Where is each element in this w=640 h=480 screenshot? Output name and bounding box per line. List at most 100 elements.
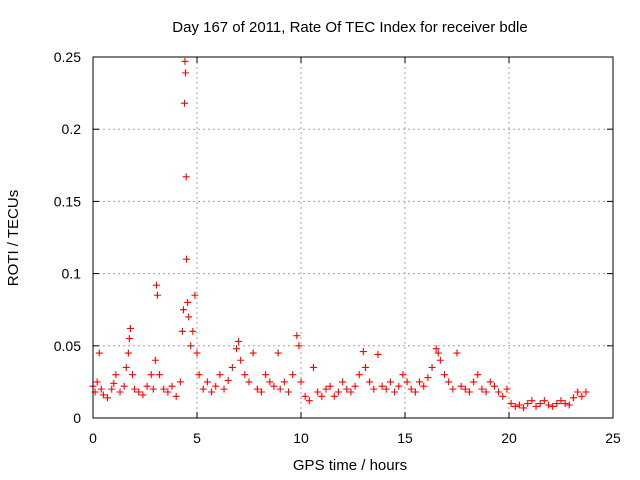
data-points <box>89 57 590 412</box>
data-point <box>176 378 184 386</box>
axis-ticks: 0 5 10 15 20 25 0 0.05 0.1 0.15 0.2 0.25 <box>54 49 621 446</box>
data-point <box>403 378 411 386</box>
data-point <box>301 392 309 400</box>
data-point <box>235 337 243 345</box>
data-point <box>569 394 577 402</box>
data-point <box>181 57 189 65</box>
data-point <box>199 385 207 393</box>
data-point <box>347 388 355 396</box>
y-tick-label: 0.05 <box>54 338 81 354</box>
data-point <box>172 392 180 400</box>
data-point <box>339 378 347 386</box>
data-point <box>378 382 386 390</box>
data-point <box>276 385 284 393</box>
data-point <box>549 402 557 410</box>
data-point <box>359 348 367 356</box>
data-point <box>280 378 288 386</box>
data-point <box>511 402 519 410</box>
data-point <box>416 378 424 386</box>
data-point <box>233 345 241 353</box>
data-point <box>149 385 157 393</box>
data-point <box>160 385 168 393</box>
y-tick-label: 0.1 <box>62 266 82 282</box>
data-point <box>478 385 486 393</box>
data-point <box>152 281 160 289</box>
data-point <box>434 349 442 357</box>
x-tick-label: 10 <box>293 430 309 446</box>
data-point <box>191 291 199 299</box>
data-point <box>182 173 190 181</box>
data-point <box>95 349 103 357</box>
grid-lines <box>93 57 613 418</box>
data-point <box>318 392 326 400</box>
data-point <box>545 401 553 409</box>
data-point <box>262 371 270 379</box>
data-point <box>257 388 265 396</box>
data-point <box>382 385 390 393</box>
data-point <box>322 385 330 393</box>
data-point <box>224 376 232 384</box>
data-point <box>143 382 151 390</box>
data-point <box>220 385 228 393</box>
data-point <box>116 388 124 396</box>
data-point <box>343 385 351 393</box>
data-point <box>245 378 253 386</box>
data-point <box>187 342 195 350</box>
data-point <box>553 400 561 408</box>
data-point <box>112 371 120 379</box>
data-point <box>153 291 161 299</box>
data-point <box>366 378 374 386</box>
x-tick-label: 0 <box>89 430 97 446</box>
data-point <box>168 382 176 390</box>
y-tick-label: 0.25 <box>54 49 81 65</box>
data-point <box>486 378 494 386</box>
data-point <box>449 385 457 393</box>
data-point <box>436 356 444 364</box>
data-point <box>179 306 187 314</box>
data-point <box>156 371 164 379</box>
data-point <box>482 388 490 396</box>
data-point <box>93 378 101 386</box>
y-tick-label: 0.15 <box>54 193 81 209</box>
data-point <box>557 397 565 405</box>
data-point <box>182 69 190 77</box>
y-tick-label: 0.2 <box>62 121 82 137</box>
data-point <box>424 374 432 382</box>
data-point <box>309 363 317 371</box>
data-point <box>189 327 197 335</box>
data-point <box>104 394 112 402</box>
data-point <box>561 400 569 408</box>
data-point <box>420 382 428 390</box>
data-point <box>147 371 155 379</box>
data-point <box>253 385 261 393</box>
data-point <box>270 382 278 390</box>
data-point <box>407 385 415 393</box>
data-point <box>432 345 440 353</box>
data-point <box>474 371 482 379</box>
data-point <box>237 356 245 364</box>
data-point <box>536 400 544 408</box>
data-point <box>441 371 449 379</box>
data-point <box>507 400 515 408</box>
data-point <box>532 402 540 410</box>
data-point <box>285 388 293 396</box>
data-point <box>395 382 403 390</box>
data-point <box>97 385 105 393</box>
data-point <box>181 99 189 107</box>
data-point <box>565 401 573 409</box>
data-point <box>453 349 461 357</box>
data-point <box>465 388 473 396</box>
data-point <box>185 313 193 321</box>
data-point <box>355 371 363 379</box>
x-tick-label: 5 <box>193 430 201 446</box>
data-point <box>490 382 498 390</box>
data-point <box>314 388 322 396</box>
data-point <box>361 363 369 371</box>
data-point <box>183 255 191 263</box>
data-point <box>540 397 548 405</box>
data-point <box>164 388 172 396</box>
data-point <box>228 363 236 371</box>
data-point <box>457 382 465 390</box>
data-point <box>293 332 301 340</box>
